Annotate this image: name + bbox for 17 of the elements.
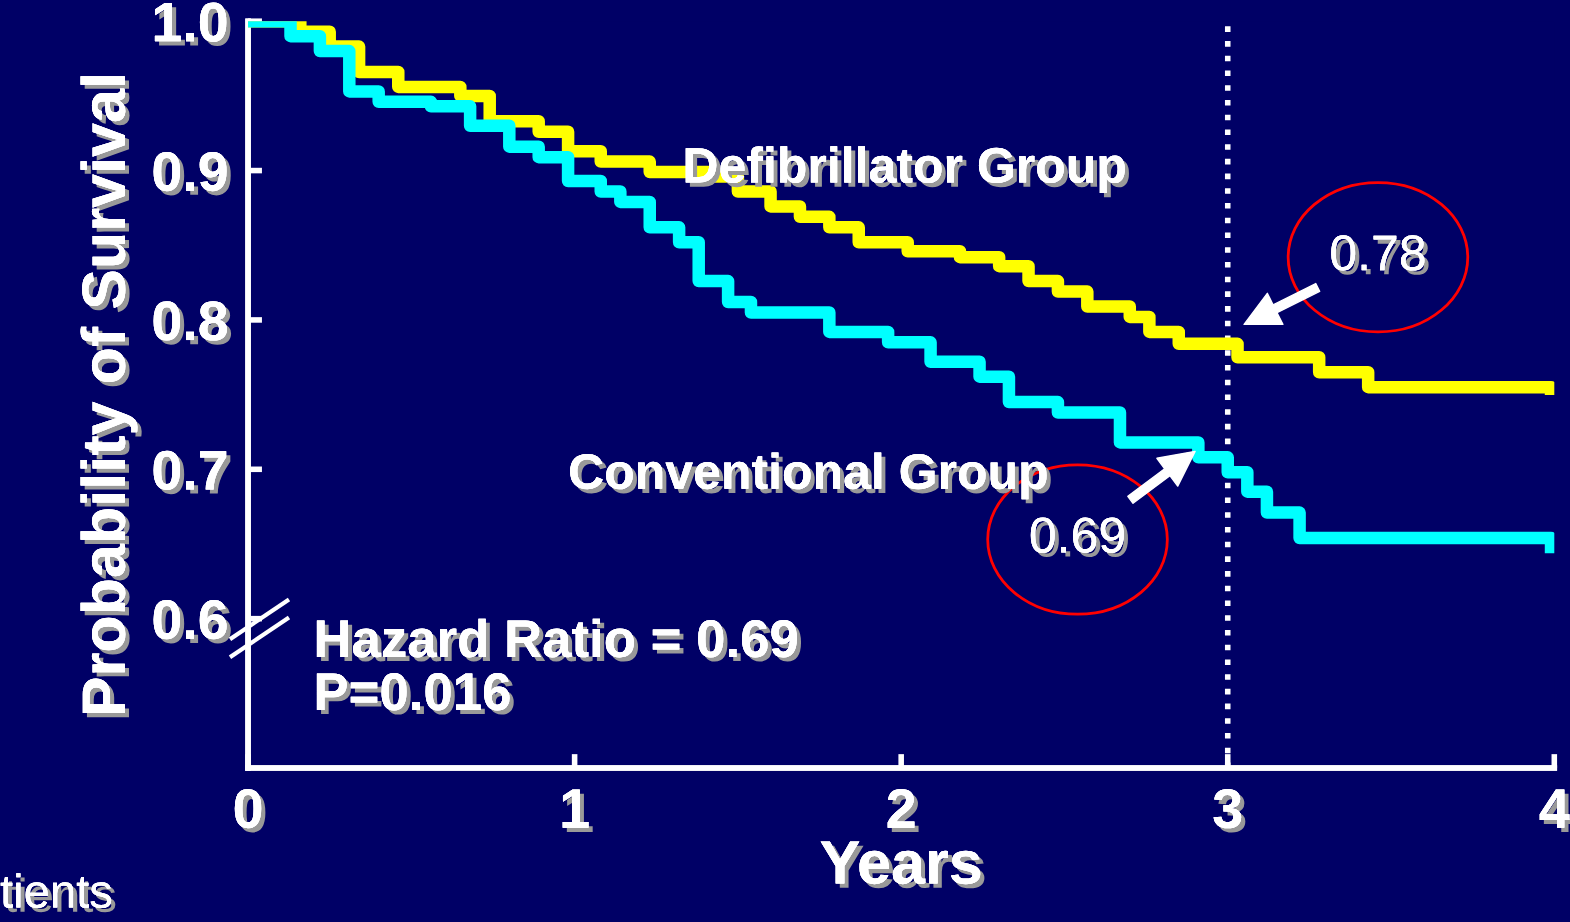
y-tick-label: 0.8 (153, 301, 232, 345)
y-tick-label: 0.7 (153, 450, 231, 495)
x-tick-label: 1 (562, 789, 593, 832)
x-axis-title: Years (820, 841, 985, 889)
x-tick-label: 4 (1539, 789, 1570, 832)
y-tick-label: 0.9 (153, 151, 231, 196)
text: tients (0, 873, 116, 913)
y-axis-title: Probability of Survival (80, 76, 142, 718)
annotation: 0.69 (1030, 517, 1128, 558)
annotation: Hazard Ratio = 0.69 P=0.016 (316, 618, 802, 715)
series-label: Defibrillator Group (685, 146, 1129, 198)
x-tick-label: 0 (234, 788, 266, 833)
y-tick-label: 1.0 (154, 2, 231, 47)
x-tick-label: 2 (887, 788, 919, 832)
annotation: 0.78 (1331, 235, 1429, 275)
x-tick-label: 3 (1213, 788, 1246, 833)
y-tick-label: 0.6 (153, 600, 231, 644)
